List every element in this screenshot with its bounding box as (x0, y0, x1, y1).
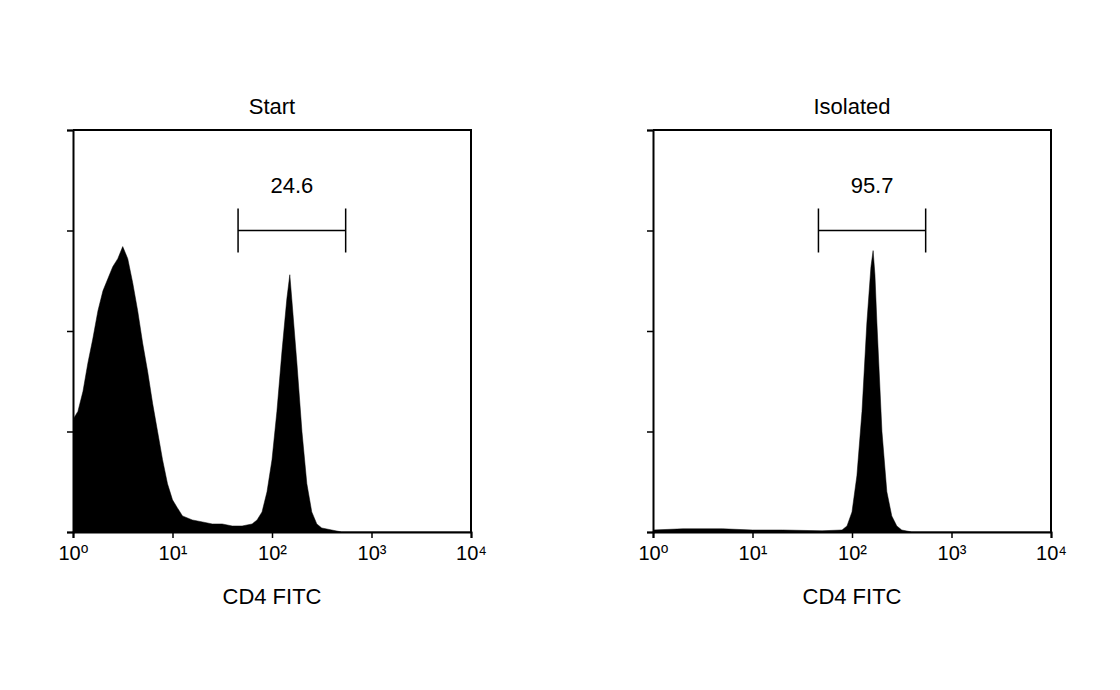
y-tick-mark (647, 431, 653, 433)
title: Start (249, 94, 295, 119)
gate (238, 209, 346, 253)
x-tick-label: 10⁰ (58, 542, 88, 564)
x-tick-label: 10¹ (739, 542, 768, 564)
x-axis-line (654, 533, 1052, 539)
y-axis (67, 131, 74, 533)
y-axis-line (67, 131, 74, 533)
x-tick-label: 10⁴ (456, 542, 487, 564)
y-tick-mark (67, 230, 73, 232)
y-axis (647, 131, 654, 533)
panel: 10⁰ 10¹ 10² 10³ 10⁴ Start CD4 FITC 24.6 (58, 94, 487, 609)
x-tick: 10¹ (739, 532, 768, 564)
y-tick-mark (67, 431, 73, 433)
y-tick-mark (67, 532, 73, 534)
histogram (73, 247, 471, 532)
x-tick-label: 10³ (938, 542, 967, 564)
y-tick-mark (67, 331, 73, 333)
gate (818, 209, 925, 253)
y-tick-mark (647, 532, 653, 534)
x-tick: 10³ (938, 532, 967, 564)
title: Isolated (813, 94, 890, 119)
x-tick-label: 10³ (358, 542, 387, 564)
x-axis: 10⁰ 10¹ 10² 10³ 10⁴ (638, 532, 1067, 564)
x-tick-mark (951, 532, 953, 538)
x-tick-mark (752, 532, 754, 538)
x-tick: 10² (838, 532, 867, 564)
x-tick-label: 10⁰ (638, 542, 668, 564)
x-tick: 10⁰ (58, 532, 88, 564)
y-tick (647, 331, 653, 332)
panel: 10⁰ 10¹ 10² 10³ 10⁴ Isolated CD4 FITC 95.7 (638, 94, 1067, 609)
frame (73, 130, 471, 532)
x-tick-mark (1051, 532, 1053, 538)
y-axis-line (647, 131, 654, 533)
x-tick-mark (471, 532, 473, 538)
y-tick-mark (647, 130, 653, 132)
histogram (653, 251, 1051, 532)
x-tick-mark (172, 532, 174, 538)
y-tick (647, 231, 653, 232)
x-tick-label: 10¹ (159, 542, 188, 564)
y-tick (67, 130, 73, 131)
y-tick-mark (647, 230, 653, 232)
x-tick-mark (852, 532, 854, 538)
plot-area (73, 247, 471, 532)
x-tick: 10¹ (159, 532, 188, 564)
gate-label: 24.6 (270, 173, 313, 198)
y-tick (67, 432, 73, 433)
x-axis-line (74, 533, 472, 539)
x-tick-mark (371, 532, 373, 538)
x-tick: 10⁰ (638, 532, 668, 564)
x-tick-mark (272, 532, 274, 538)
background (0, 0, 1120, 690)
figure: 10⁰10¹10²10³10⁴StartCD4 FITC24.610⁰10¹10… (0, 0, 1120, 690)
y-tick (67, 532, 73, 533)
y-tick (67, 231, 73, 232)
frame (653, 130, 1051, 532)
x-tick: 10³ (358, 532, 387, 564)
y-tick (647, 432, 653, 433)
y-tick-mark (67, 130, 73, 132)
gate-label: 95.7 (851, 173, 894, 198)
x-tick-label: 10² (838, 542, 867, 564)
x-tick-label: 10⁴ (1036, 542, 1067, 564)
x-axis-title: CD4 FITC (803, 584, 902, 609)
y-tick (647, 532, 653, 533)
x-axis-title: CD4 FITC (223, 584, 322, 609)
x-tick-label: 10² (258, 542, 287, 564)
y-tick-mark (647, 331, 653, 333)
x-tick: 10⁴ (1036, 532, 1067, 564)
y-tick (67, 331, 73, 332)
plot-area (653, 251, 1051, 532)
x-axis: 10⁰ 10¹ 10² 10³ 10⁴ (58, 532, 487, 564)
y-tick (647, 130, 653, 131)
x-tick: 10⁴ (456, 532, 487, 564)
x-tick: 10² (258, 532, 287, 564)
